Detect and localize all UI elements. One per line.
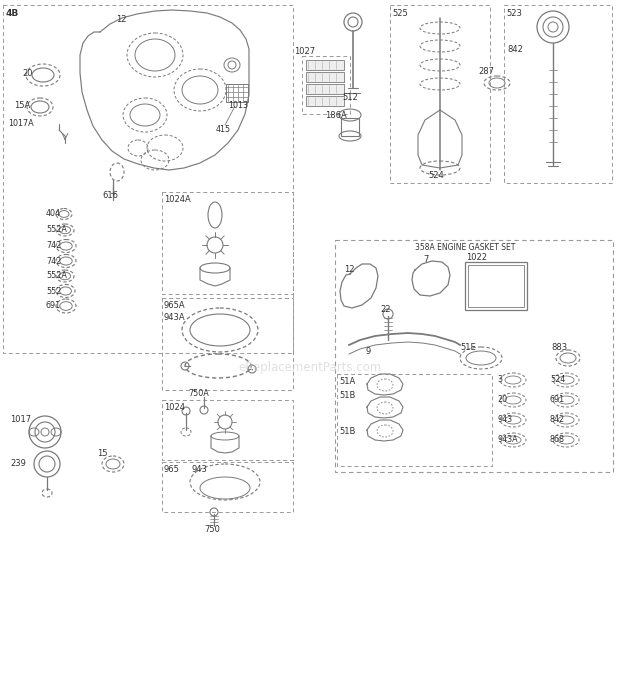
Text: 7: 7	[423, 256, 428, 265]
Text: 750: 750	[204, 525, 220, 534]
Text: 552A: 552A	[46, 225, 67, 234]
Text: 15: 15	[97, 450, 107, 459]
Text: 1024: 1024	[164, 403, 185, 412]
Bar	[306, 60, 344, 70]
Text: 415: 415	[216, 125, 231, 134]
Text: 22: 22	[380, 304, 391, 313]
Text: 239: 239	[10, 459, 26, 468]
Text: 943A: 943A	[164, 313, 185, 322]
Text: 404: 404	[46, 209, 61, 218]
Text: 51B: 51B	[339, 428, 355, 437]
Text: 742: 742	[46, 241, 61, 250]
Text: 525: 525	[392, 8, 408, 17]
Text: 51A: 51A	[339, 378, 355, 387]
Text: 523: 523	[506, 8, 522, 17]
Text: 12: 12	[116, 15, 126, 24]
Bar	[504, 5, 612, 183]
Bar	[226, 84, 248, 102]
Bar	[3, 5, 293, 353]
Text: 20: 20	[497, 396, 507, 405]
Bar	[335, 240, 613, 472]
Text: 4B: 4B	[6, 8, 19, 17]
Bar	[162, 400, 293, 460]
Text: 524: 524	[428, 171, 444, 180]
Text: 51E: 51E	[460, 344, 476, 353]
Text: 1022: 1022	[466, 254, 487, 263]
Text: 287: 287	[478, 67, 494, 76]
Text: 868: 868	[550, 435, 565, 444]
Bar	[162, 462, 293, 512]
Text: 616: 616	[102, 191, 118, 200]
Text: 20: 20	[22, 69, 32, 78]
Text: 943: 943	[192, 466, 208, 475]
Text: 842: 842	[550, 416, 565, 425]
Text: 691: 691	[550, 396, 565, 405]
Text: 524: 524	[550, 376, 565, 385]
Text: 1017: 1017	[10, 416, 31, 425]
Text: 9: 9	[365, 347, 370, 356]
Bar	[302, 56, 350, 114]
Text: 943A: 943A	[497, 435, 518, 444]
Text: 552A: 552A	[46, 272, 67, 281]
Bar	[162, 192, 293, 294]
Bar	[306, 96, 344, 106]
Text: 1027: 1027	[294, 48, 315, 57]
Bar	[468, 265, 524, 307]
Text: 1013: 1013	[228, 101, 248, 110]
Text: 691: 691	[46, 301, 61, 310]
Bar	[162, 298, 293, 390]
Text: 1024A: 1024A	[164, 195, 191, 204]
Text: 512: 512	[342, 94, 358, 103]
Text: 965A: 965A	[164, 301, 185, 310]
Text: 51B: 51B	[339, 392, 355, 401]
Text: 965: 965	[164, 466, 180, 475]
Bar	[306, 72, 344, 82]
Text: 15A: 15A	[14, 101, 30, 110]
Text: 186A: 186A	[325, 110, 347, 119]
Text: 742: 742	[46, 256, 61, 265]
Text: 12: 12	[344, 265, 355, 274]
Text: 552: 552	[46, 286, 61, 295]
Text: 358A ENGINE GASKET SET: 358A ENGINE GASKET SET	[415, 243, 515, 252]
Bar	[306, 84, 344, 94]
Bar	[337, 374, 492, 466]
Text: 750A: 750A	[188, 389, 209, 398]
Text: 3: 3	[497, 376, 502, 385]
Text: 1017A: 1017A	[8, 119, 33, 128]
Text: 943: 943	[497, 416, 512, 425]
Bar	[341, 118, 359, 136]
Text: 842: 842	[507, 46, 523, 55]
Text: 883: 883	[551, 342, 567, 351]
Text: eReplacementParts.com: eReplacementParts.com	[238, 362, 382, 374]
Bar	[465, 262, 527, 310]
Bar	[390, 5, 490, 183]
